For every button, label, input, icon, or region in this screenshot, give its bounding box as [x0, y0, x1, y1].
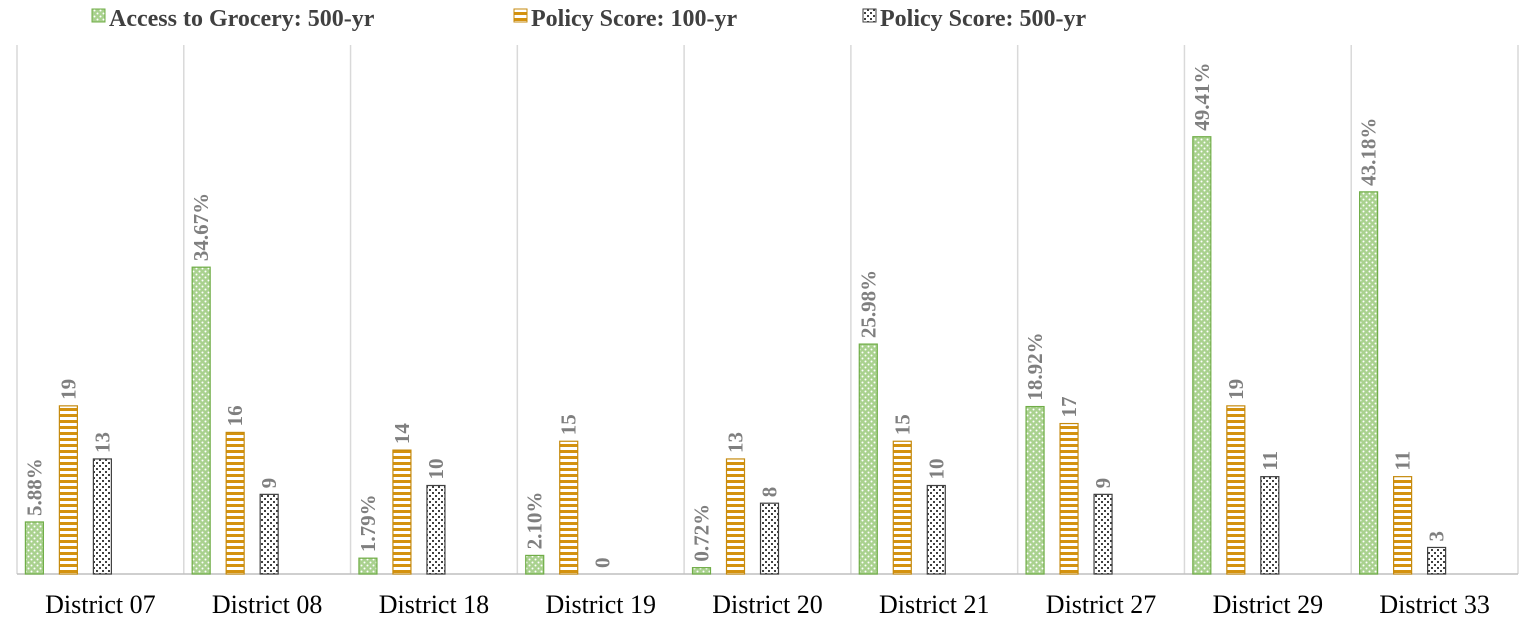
data-label: 14	[390, 423, 414, 445]
bar-3-district-21	[926, 484, 946, 575]
legend-label: Policy Score: 100-yr	[531, 6, 738, 32]
data-label: 11	[1258, 451, 1282, 471]
data-label: 16	[223, 405, 247, 426]
bar-3-district-27	[1093, 493, 1113, 575]
data-label: 9	[257, 478, 281, 489]
bar-1-district-07	[24, 521, 44, 575]
data-label: 25.98%	[856, 270, 880, 338]
data-label: 9	[1091, 478, 1115, 489]
data-label: 15	[890, 414, 914, 435]
data-label: 5.88%	[22, 458, 46, 516]
data-label: 34.67%	[189, 193, 213, 261]
data-label: 3	[1425, 531, 1449, 542]
data-label: 19	[56, 379, 80, 400]
category-labels: District 07 District 08 District 18 Distric…	[45, 590, 1490, 619]
bar-1-district-29	[1192, 136, 1212, 575]
data-label: 13	[90, 432, 114, 453]
data-label: 2.10%	[523, 492, 547, 550]
legend-label: Access to Grocery: 500-yr	[109, 6, 375, 32]
bar-3-district-20	[759, 502, 780, 575]
data-label: 10	[924, 459, 948, 480]
bar-3-district-08	[259, 493, 279, 575]
data-label: 10	[424, 459, 448, 480]
bar-2-district-21	[892, 440, 912, 575]
bar-3-district-18	[426, 484, 446, 575]
category-label: District 18	[379, 590, 490, 619]
data-label: 13	[724, 432, 748, 453]
data-label: 0	[591, 558, 615, 569]
data-label: 19	[1224, 379, 1248, 400]
data-label: 17	[1057, 397, 1081, 418]
category-label: District 29	[1213, 590, 1324, 619]
bar-3-district-33	[1427, 546, 1447, 575]
data-label: 0.72%	[690, 504, 714, 562]
category-label: District 07	[45, 590, 156, 619]
legend-label: Policy Score: 500-yr	[880, 6, 1087, 32]
bar-1-district-21	[858, 343, 878, 575]
category-label: District 21	[879, 590, 990, 619]
legend-swatch	[862, 8, 877, 23]
legend-swatch	[513, 8, 528, 23]
bar-1-district-18	[358, 557, 378, 575]
data-labels: 5.88% 19 13 34.67% 16 9 1.79% 14 10 2.10% 15 0 0.72%…	[22, 62, 1448, 568]
data-label: 11	[1391, 451, 1415, 471]
bar-1-district-33	[1359, 191, 1379, 575]
bar-3-district-07	[92, 458, 112, 575]
data-label: 1.79%	[356, 494, 380, 552]
data-label: 8	[758, 487, 782, 498]
bar-2-district-29	[1226, 405, 1246, 575]
category-label: District 08	[212, 590, 323, 619]
data-label: 49.41%	[1190, 62, 1214, 130]
category-label: District 19	[545, 590, 656, 619]
data-label: 15	[557, 414, 581, 435]
bar-2-district-08	[225, 431, 245, 575]
category-label: District 20	[712, 590, 823, 619]
bar-1-district-20	[691, 567, 712, 575]
bar-1-district-27	[1025, 405, 1045, 575]
bar-2-district-19	[559, 440, 579, 575]
data-label: 18.92%	[1023, 332, 1047, 400]
category-separators	[16, 45, 1519, 574]
legend-swatch	[91, 8, 106, 23]
bar-2-district-07	[58, 405, 78, 575]
bar-1-district-08	[191, 266, 211, 575]
bar-2-district-18	[392, 449, 412, 575]
legend: Access to Grocery: 500-yr Policy Score: 1…	[91, 6, 1087, 32]
bar-2-district-27	[1059, 422, 1079, 575]
bar-3-district-29	[1260, 476, 1280, 575]
bar-2-district-33	[1393, 476, 1413, 575]
bars	[24, 136, 1447, 575]
category-label: District 27	[1046, 590, 1157, 619]
bar-1-district-19	[525, 554, 545, 575]
data-label: 43.18%	[1357, 118, 1381, 186]
bar-2-district-20	[725, 458, 746, 575]
category-label: District 33	[1379, 590, 1490, 619]
